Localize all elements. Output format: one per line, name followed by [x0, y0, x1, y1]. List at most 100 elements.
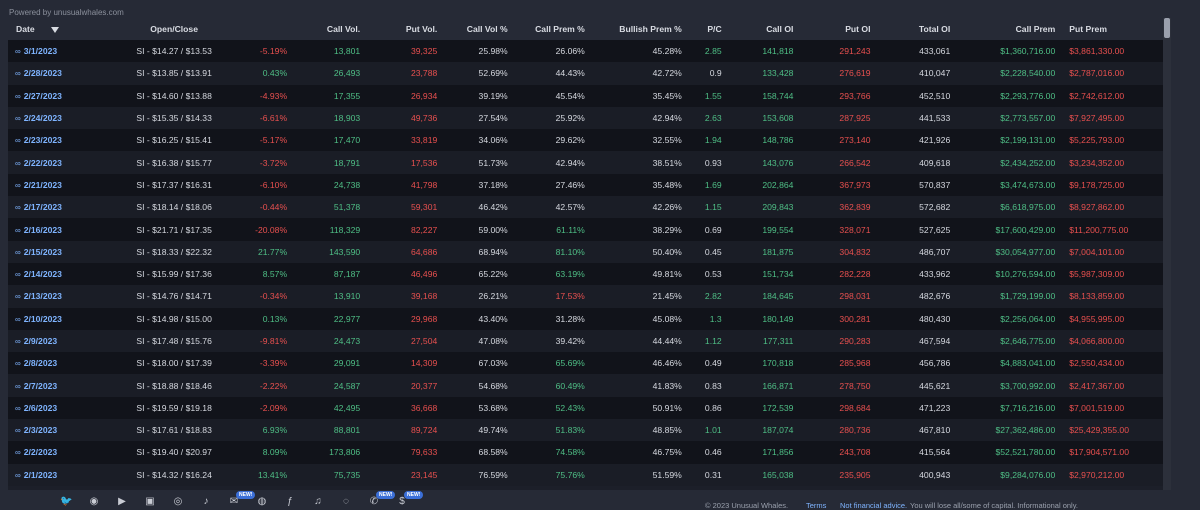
date-link[interactable]: 2/15/2023: [23, 246, 62, 257]
table-row[interactable]: ∞ 2/16/2023 SI - $21.71 / $17.35 -20.08% 118…: [8, 218, 1171, 241]
scrollbar-thumb[interactable]: [1164, 18, 1170, 38]
cell-date[interactable]: ∞ 2/9/2023: [8, 330, 104, 352]
link-icon[interactable]: ∞: [15, 270, 21, 280]
col-pc-ratio[interactable]: P/C: [707, 24, 722, 34]
cell-date[interactable]: ∞ 2/21/2023: [8, 174, 104, 196]
link-icon[interactable]: ∞: [15, 225, 21, 235]
cell-date[interactable]: ∞ 2/23/2023: [8, 129, 104, 151]
date-link[interactable]: 2/16/2023: [23, 224, 62, 235]
table-row[interactable]: ∞ 2/10/2023 SI - $14.98 / $15.00 0.13% 22,97…: [8, 307, 1171, 330]
table-row[interactable]: ∞ 2/15/2023 SI - $18.33 / $22.32 21.77% 143,…: [8, 240, 1171, 263]
link-icon[interactable]: ∞: [15, 158, 21, 168]
date-link[interactable]: 2/10/2023: [23, 313, 62, 324]
cell-date[interactable]: ∞ 2/15/2023: [8, 241, 104, 263]
link-icon[interactable]: ∞: [15, 381, 21, 391]
dollar-icon[interactable]: $ NEW!: [396, 491, 424, 508]
cell-date[interactable]: ∞ 3/1/2023: [8, 40, 104, 62]
instagram-icon[interactable]: ◎: [173, 496, 183, 507]
cell-date[interactable]: ∞ 2/13/2023: [8, 285, 104, 307]
link-icon[interactable]: ∞: [15, 426, 21, 436]
col-call-vol-pct[interactable]: Call Vol %: [466, 24, 508, 34]
date-link[interactable]: 2/2/2023: [23, 447, 58, 458]
date-link[interactable]: 2/22/2023: [23, 157, 62, 168]
tiktok-icon[interactable]: ♪: [203, 496, 209, 507]
date-link[interactable]: 2/1/2023: [23, 469, 58, 480]
table-row[interactable]: ∞ 2/7/2023 SI - $18.88 / $18.46 -2.22% 24,58…: [8, 374, 1171, 397]
table-row[interactable]: ∞ 2/1/2023 SI - $14.32 / $16.24 13.41% 75,73…: [8, 463, 1171, 486]
link-icon[interactable]: ∞: [15, 247, 21, 257]
discord-icon[interactable]: ◉: [89, 496, 99, 507]
date-link[interactable]: 2/13/2023: [23, 291, 62, 302]
cell-date[interactable]: ∞ 2/2/2023: [8, 441, 104, 463]
table-row[interactable]: ∞ 2/28/2023 SI - $13.85 / $13.91 0.43% 26,49…: [8, 62, 1171, 85]
link-icon[interactable]: ∞: [15, 403, 21, 413]
date-link[interactable]: 2/7/2023: [23, 380, 58, 391]
date-link[interactable]: 2/8/2023: [23, 358, 58, 369]
chat-icon[interactable]: ✆ NEW!: [368, 491, 396, 508]
music-icon[interactable]: ♫: [314, 496, 322, 507]
table-row[interactable]: ∞ 2/23/2023 SI - $16.25 / $15.41 -5.17% 17,4…: [8, 129, 1171, 152]
link-icon[interactable]: ∞: [15, 448, 21, 458]
sort-desc-icon[interactable]: [50, 26, 59, 33]
table-row[interactable]: ∞ 2/6/2023 SI - $19.59 / $19.18 -2.09% 42,49…: [8, 396, 1171, 420]
link-icon[interactable]: ∞: [15, 47, 21, 57]
link-icon[interactable]: ∞: [15, 180, 21, 190]
col-open-close[interactable]: Open/Close: [150, 24, 198, 34]
cell-date[interactable]: ∞ 2/27/2023: [8, 85, 104, 107]
col-call-prem-pct[interactable]: Call Prem %: [535, 24, 585, 34]
table-row[interactable]: ∞ 3/1/2023 SI - $14.27 / $13.53 -5.19% 13,80…: [8, 40, 1171, 63]
link-icon[interactable]: ∞: [15, 114, 21, 124]
terms-link[interactable]: Terms: [806, 501, 827, 510]
table-row[interactable]: ∞ 2/17/2023 SI - $18.14 / $18.06 -0.44% 51,3…: [8, 196, 1171, 219]
cell-date[interactable]: ∞ 2/6/2023: [8, 397, 104, 419]
col-call-prem[interactable]: Call Prem: [1015, 24, 1056, 34]
date-link[interactable]: 3/1/2023: [23, 46, 58, 57]
date-link[interactable]: 2/14/2023: [23, 269, 62, 280]
col-put-oi[interactable]: Put OI: [845, 24, 871, 34]
table-row[interactable]: ∞ 2/14/2023 SI - $15.99 / $17.36 8.57% 87,18…: [8, 262, 1171, 286]
cell-date[interactable]: ∞ 2/16/2023: [8, 218, 104, 240]
twitch-icon[interactable]: ▣: [145, 496, 155, 507]
twitter-icon[interactable]: 🐦: [60, 496, 73, 507]
date-link[interactable]: 2/6/2023: [23, 402, 58, 413]
cell-date[interactable]: ∞ 2/28/2023: [8, 62, 104, 84]
table-row[interactable]: ∞ 2/9/2023 SI - $17.48 / $15.76 -9.81% 24,47…: [8, 329, 1171, 353]
not-financial-advice-link[interactable]: Not financial advice.: [840, 501, 908, 510]
cell-date[interactable]: ∞ 2/3/2023: [8, 419, 104, 441]
col-change[interactable]: [245, 18, 288, 40]
link-icon[interactable]: ∞: [15, 337, 21, 346]
cell-date[interactable]: ∞ 2/10/2023: [8, 308, 104, 330]
col-bullish-prem-pct[interactable]: Bullish Prem %: [619, 24, 682, 34]
newsletter-icon[interactable]: ✉ NEW!: [228, 491, 256, 508]
table-row[interactable]: ∞ 2/27/2023 SI - $14.60 / $13.88 -4.93% 17,3…: [8, 84, 1171, 107]
cell-date[interactable]: ∞ 2/22/2023: [8, 151, 104, 173]
date-link[interactable]: 2/23/2023: [23, 135, 62, 146]
cell-date[interactable]: ∞ 2/7/2023: [8, 374, 104, 396]
table-row[interactable]: ∞ 2/8/2023 SI - $18.00 / $17.39 -3.39% 29,09…: [8, 352, 1171, 375]
col-put-prem[interactable]: Put Prem: [1069, 24, 1107, 34]
col-put-vol[interactable]: Put Vol.: [405, 24, 438, 34]
link-icon[interactable]: ∞: [15, 314, 21, 324]
col-total-oi[interactable]: Total OI: [918, 24, 951, 34]
spotify-icon[interactable]: ◌: [343, 496, 349, 507]
date-link[interactable]: 2/21/2023: [23, 179, 62, 190]
table-row[interactable]: ∞ 2/21/2023 SI - $17.37 / $16.31 -6.10% 24,7…: [8, 173, 1171, 197]
link-icon[interactable]: ∞: [15, 91, 21, 101]
cell-date[interactable]: ∞ 2/1/2023: [8, 464, 104, 486]
date-link[interactable]: 2/9/2023: [23, 336, 58, 346]
date-link[interactable]: 2/28/2023: [23, 68, 62, 79]
table-row[interactable]: ∞ 2/24/2023 SI - $15.35 / $14.33 -6.61% 18,9…: [8, 106, 1171, 130]
facebook-icon[interactable]: ƒ: [287, 496, 293, 507]
date-link[interactable]: 2/24/2023: [23, 113, 62, 124]
link-icon[interactable]: ∞: [15, 69, 21, 79]
cell-date[interactable]: ∞ 2/24/2023: [8, 107, 104, 129]
col-date[interactable]: Date: [8, 18, 104, 40]
cell-date[interactable]: ∞ 2/17/2023: [8, 196, 104, 218]
table-scrollbar[interactable]: [1163, 18, 1171, 490]
link-icon[interactable]: ∞: [15, 136, 21, 146]
date-link[interactable]: 2/27/2023: [23, 90, 62, 101]
reddit-icon[interactable]: ◍: [257, 496, 267, 507]
link-icon[interactable]: ∞: [15, 359, 21, 369]
cell-date[interactable]: ∞ 2/8/2023: [8, 352, 104, 374]
table-row[interactable]: ∞ 2/3/2023 SI - $17.61 / $18.83 6.93% 88,801…: [8, 419, 1171, 442]
